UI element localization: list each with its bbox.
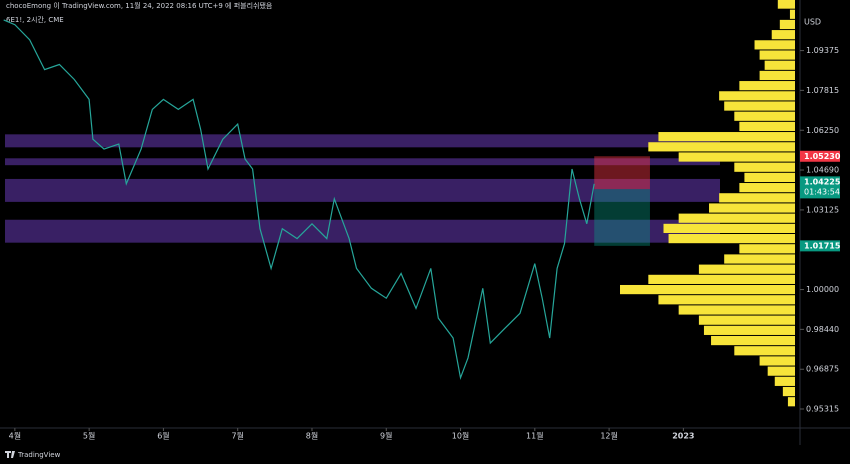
volume-profile-bar xyxy=(698,264,795,274)
volume-profile-bar xyxy=(754,40,795,50)
price-label-box xyxy=(800,150,840,162)
volume-profile-bar xyxy=(648,142,795,152)
y-tick-label: 1.00000 xyxy=(806,285,839,294)
volume-profile-bar xyxy=(767,366,795,376)
volume-profile-bar xyxy=(787,397,795,407)
zone xyxy=(5,158,720,166)
volume-profile-bar xyxy=(774,376,795,386)
volume-profile-bar xyxy=(739,81,795,91)
x-tick-label: 6월 xyxy=(157,431,169,441)
volume-profile-bar xyxy=(724,101,795,111)
currency: USD xyxy=(804,18,821,27)
volume-profile-bar xyxy=(739,244,795,254)
y-tick-label: 1.09375 xyxy=(806,46,839,55)
volume-profile-bar xyxy=(678,213,795,223)
x-tick-label: 8월 xyxy=(306,431,318,441)
y-tick-label: 1.03125 xyxy=(806,205,839,214)
stop-zone xyxy=(594,156,650,190)
y-tick-label: 0.98440 xyxy=(806,325,839,334)
volume-profile-bar xyxy=(703,325,795,335)
volume-profile-bar xyxy=(719,193,795,203)
x-tick-label: 5월 xyxy=(83,431,95,441)
x-tick-label: 11월 xyxy=(526,431,544,441)
volume-profile-bar xyxy=(739,121,795,132)
y-tick-label: 0.95315 xyxy=(806,405,839,414)
y-tick-label: 1.04690 xyxy=(806,166,839,175)
volume-profile-bar xyxy=(658,132,795,142)
x-tick-label: 9월 xyxy=(380,431,392,441)
x-tick-label: 4월 xyxy=(9,431,21,441)
volume-profile-bar xyxy=(782,386,795,397)
attribution: chocoEmong 이 TradingView.com, 11월 24, 20… xyxy=(6,1,273,10)
price-label: 1.04225 xyxy=(804,177,841,186)
price-label-box xyxy=(800,176,840,199)
volume-profile-bar xyxy=(678,305,795,315)
volume-profile-bar xyxy=(620,284,795,295)
y-tick-label: 0.96875 xyxy=(806,365,839,374)
countdown-label: 01:43:54 xyxy=(804,187,840,196)
volume-profile-bar xyxy=(734,111,795,121)
volume-profile-bar xyxy=(779,19,795,30)
x-tick-label: 2023 xyxy=(672,432,694,441)
y-tick-label: 1.06250 xyxy=(806,126,839,135)
brand: TradingView xyxy=(17,451,61,459)
x-tick-label: 7월 xyxy=(231,431,243,441)
symbol: 6E1!, 2시간, CME xyxy=(6,15,64,24)
target-zone xyxy=(594,189,650,246)
volume-profile-bar xyxy=(734,162,795,172)
volume-profile-bar xyxy=(744,172,795,183)
volume-profile-bar xyxy=(648,274,795,284)
volume-profile-bar xyxy=(663,223,795,234)
brand-logo xyxy=(5,451,15,458)
volume-profile-bar xyxy=(698,315,795,325)
zone xyxy=(5,219,720,243)
x-tick-label: 10월 xyxy=(452,431,470,441)
price-label: 1.01715 xyxy=(804,241,841,250)
volume-profile-bar xyxy=(668,234,795,244)
volume-profile-bar xyxy=(759,356,795,366)
volume-profile-bar xyxy=(764,60,795,70)
volume-profile-bar xyxy=(759,70,795,81)
volume-profile-bar xyxy=(719,91,795,101)
volume-profile-bar xyxy=(724,254,795,264)
volume-profile-bar xyxy=(777,0,795,9)
x-tick-label: 12월 xyxy=(600,431,618,441)
price-label: 1.05230 xyxy=(804,152,841,161)
volume-profile-bar xyxy=(771,30,795,40)
price-label-box xyxy=(800,240,840,252)
y-tick-label: 1.07815 xyxy=(806,86,839,95)
price-line xyxy=(3,19,595,381)
volume-profile-bar xyxy=(658,295,795,305)
volume-profile-bar xyxy=(711,335,795,346)
volume-profile-bar xyxy=(734,346,795,356)
volume-profile-bar xyxy=(759,50,795,60)
zone xyxy=(5,134,720,148)
volume-profile-bar xyxy=(709,203,795,213)
zone xyxy=(5,178,720,202)
volume-profile-bar xyxy=(739,183,795,193)
volume-profile-bar xyxy=(678,152,795,162)
volume-profile-bar xyxy=(789,9,795,19)
